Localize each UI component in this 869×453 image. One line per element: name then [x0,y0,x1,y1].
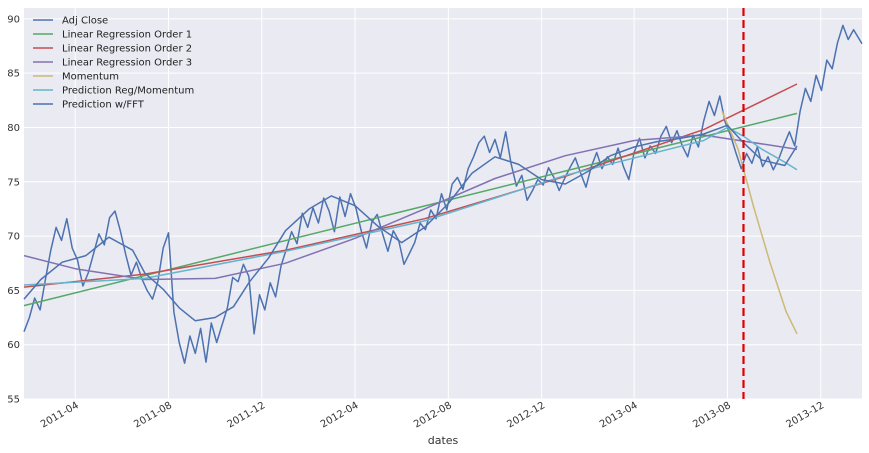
series-prediction-w-fft [23,124,798,322]
y-tick-label: 80 [7,123,20,134]
legend-label: Linear Regression Order 1 [62,30,192,41]
x-tick-label: 2011-12 [226,400,268,430]
series-layer [23,24,863,364]
legend-label: Prediction Reg/Momentum [62,86,194,97]
y-tick-label: 70 [7,232,20,243]
x-axis-label: dates [428,434,459,447]
x-tick-label: 2011-08 [132,400,174,430]
legend-label: Prediction w/FFT [62,100,145,111]
y-tick-label: 85 [7,69,20,80]
y-tick-label: 90 [7,14,20,25]
series-linear-regression-order-1 [23,112,798,307]
series-linear-regression-order-3 [23,134,798,281]
series-momentum [721,110,798,335]
y-tick-label: 65 [7,286,20,297]
legend-label: Adj Close [62,16,108,27]
y-tick-label: 55 [7,395,20,406]
y-tick-label: 75 [7,177,20,188]
x-tick-label: 2013-08 [691,400,733,430]
series-linear-regression-order-2 [23,83,798,288]
x-tick-label: 2011-04 [39,400,81,430]
legend: Adj Close Linear Regression Order 1 Linear… [33,16,194,111]
x-tick-label: 2012-08 [412,400,454,430]
y-tick-labels: 55 60 65 70 75 80 85 90 [7,14,20,405]
legend-label: Linear Regression Order 3 [62,58,192,69]
x-tick-label: 2012-04 [319,400,361,430]
legend-label: Momentum [62,72,119,83]
series-prediction-reg-momentum [23,126,798,286]
y-tick-label: 60 [7,340,20,351]
x-tick-label: 2012-12 [505,400,547,430]
x-tick-label: 2013-12 [785,400,827,430]
x-tick-label: 2013-04 [598,400,640,430]
legend-label: Linear Regression Order 2 [62,44,192,55]
x-tick-labels: 2011-04 2011-08 2011-12 2012-04 2012-08 2012-… [39,400,826,430]
series-adj-close [23,24,863,364]
